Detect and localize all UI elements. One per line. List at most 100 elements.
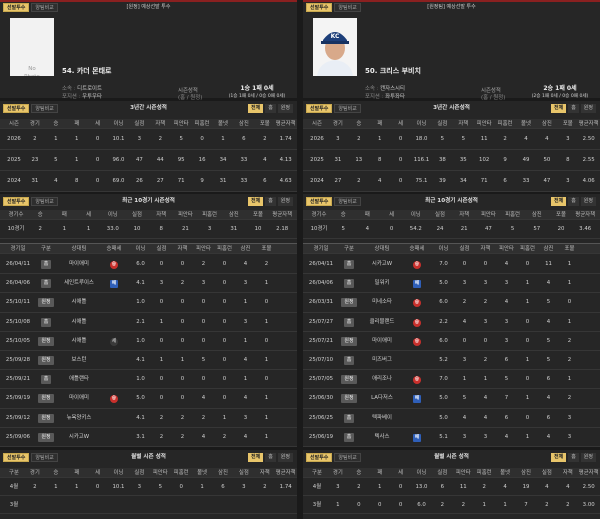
opponent-team[interactable]: 시애틀 xyxy=(71,337,87,344)
table-cell: 0 xyxy=(398,178,403,184)
game-log-row[interactable]: 26/04/06 홈 밀워키 패 5.0 3 3 3 1 4 1 xyxy=(303,274,600,294)
opponent-team[interactable]: 시카고W xyxy=(371,261,393,267)
filter-away[interactable]: 원정 xyxy=(277,104,293,113)
table-cell: 3 xyxy=(504,318,509,325)
table-cell: 2.50 xyxy=(582,136,595,142)
game-log-row[interactable]: 25/07/21 원정 마이애미 승 6.0 0 0 3 0 5 2 xyxy=(303,332,600,351)
tab-starting-pitcher[interactable]: 선발투수 xyxy=(306,104,333,113)
filter-all[interactable]: 전체 xyxy=(247,453,264,462)
table-cell: 11 xyxy=(480,136,488,142)
table-cell: 6 xyxy=(263,178,267,184)
game-log-row[interactable]: 26/03/31 원정 미네소타 승 6.0 2 2 4 1 5 0 xyxy=(303,293,600,313)
opponent-team[interactable]: 시애틀 xyxy=(71,318,87,325)
game-log-row[interactable]: 25/09/12 원정 뉴욕양키스 4.1 2 2 2 1 3 1 xyxy=(0,409,297,428)
game-log-row[interactable]: 25/09/21 홈 애틀랜타 1.0 0 0 0 0 1 0 xyxy=(0,370,297,390)
opponent-team[interactable]: 마이애미 xyxy=(69,395,89,402)
opponent-team[interactable]: 애틀랜타 xyxy=(69,376,89,383)
opponent-team[interactable]: 보스턴 xyxy=(71,357,87,363)
opponent-team[interactable]: 미네소타 xyxy=(372,299,392,306)
tab-team-compare[interactable]: 양팀비교 xyxy=(31,3,58,12)
table-cell: 27 xyxy=(334,178,342,184)
game-log-row[interactable]: 25/07/10 홈 미즈버그 5.2 3 2 6 1 5 2 xyxy=(303,351,600,371)
game-log-row[interactable]: 25/10/11 원정 시애틀 1.0 0 0 0 0 1 0 xyxy=(0,293,297,313)
table-cell: 1 xyxy=(264,395,269,402)
filter-home[interactable]: 홈 xyxy=(265,453,276,462)
tab-starting-pitcher[interactable]: 선발투수 xyxy=(3,3,30,12)
table-cell: 1 xyxy=(222,414,227,421)
tab-team-compare[interactable]: 양팀비교 xyxy=(31,453,58,462)
game-log-row[interactable]: 26/04/11 홈 마이애미 승 6.0 0 0 2 0 4 2 xyxy=(0,255,297,275)
opponent-team[interactable]: 마이애미 xyxy=(69,261,89,267)
game-log-row[interactable]: 25/09/28 원정 보스턴 4.1 1 1 5 0 4 1 xyxy=(0,351,297,371)
table-cell: 1 xyxy=(525,433,530,440)
tab-starting-pitcher[interactable]: 선발투수 xyxy=(306,197,333,206)
filter-all[interactable]: 전체 xyxy=(550,104,567,113)
filter-all[interactable]: 전체 xyxy=(247,104,264,113)
tab-starting-pitcher[interactable]: 선발투수 xyxy=(3,104,30,113)
tab-team-compare[interactable]: 양팀비교 xyxy=(334,104,361,113)
no-photo-text: Photo xyxy=(10,48,54,76)
tab-team-compare[interactable]: 양팀비교 xyxy=(31,197,58,206)
column-header: 삼진 xyxy=(521,470,531,476)
home-away-badge: 홈 xyxy=(343,356,355,365)
home-away-cell: 원정 xyxy=(337,389,361,408)
filter-away[interactable]: 원정 xyxy=(277,197,293,206)
game-log-row[interactable]: 25/09/06 원정 시카고W 3.1 2 2 4 2 4 1 xyxy=(0,428,297,447)
table-cell: 1 xyxy=(377,484,382,490)
game-log-row[interactable]: 25/06/25 홈 텍파베이 5.0 4 4 6 0 6 3 xyxy=(303,409,600,428)
opponent-team[interactable]: 밀워키 xyxy=(374,280,390,287)
game-log-row[interactable]: 25/07/27 홈 클리블랜드 승 2.2 4 3 3 0 4 1 xyxy=(303,313,600,332)
filter-home[interactable]: 홈 xyxy=(568,453,579,462)
game-log-row[interactable]: 26/04/11 홈 시카고W 승 7.0 0 0 4 0 11 1 xyxy=(303,255,600,275)
opponent-team[interactable]: 뉴욕양키스 xyxy=(66,414,92,421)
opponent-team[interactable]: 시애틀 xyxy=(71,299,87,306)
game-log-row[interactable]: 25/06/19 홈 텍사스 패 5.1 3 3 4 1 4 3 xyxy=(303,428,600,447)
tab-team-compare[interactable]: 양팀비교 xyxy=(334,453,361,462)
opponent-team[interactable]: 세인트루이스 xyxy=(64,280,94,287)
table-cell: 1 xyxy=(377,136,382,142)
filter-all[interactable]: 전체 xyxy=(550,453,567,462)
filter-away[interactable]: 원정 xyxy=(580,197,596,206)
opponent-team[interactable]: 텍파베이 xyxy=(372,414,392,421)
game-log-row[interactable]: 25/07/05 원정 애리조나 승 7.0 1 1 5 0 6 1 xyxy=(303,370,600,390)
table-cell: 18.0 xyxy=(415,136,428,142)
tab-starting-pitcher[interactable]: 선발투수 xyxy=(3,197,30,206)
filter-home[interactable]: 홈 xyxy=(568,197,579,206)
game-log-row[interactable]: 25/10/08 홈 시애틀 2.1 1 0 0 0 3 1 xyxy=(0,313,297,332)
column-header: 승 xyxy=(356,121,362,127)
filter-home[interactable]: 홈 xyxy=(568,104,579,113)
filter-home[interactable]: 홈 xyxy=(265,197,276,206)
table-cell: 2 xyxy=(201,261,206,267)
table-cell: 7 xyxy=(524,502,528,508)
game-log-row[interactable]: 25/09/19 원정 마이애미 승 5.0 0 0 4 0 4 1 xyxy=(0,389,297,409)
tab-team-compare[interactable]: 양팀비교 xyxy=(334,197,361,206)
filter-all[interactable]: 전체 xyxy=(550,197,567,206)
game-log-row[interactable]: 25/06/30 원정 LA다저스 패 5.0 5 4 7 1 4 2 xyxy=(303,389,600,409)
game-log-row[interactable]: 26/04/06 홈 세인트루이스 패 4.1 3 2 3 0 3 1 xyxy=(0,274,297,294)
table-cell: 4.06 xyxy=(582,178,595,184)
opponent-team[interactable]: LA다저스 xyxy=(371,395,393,402)
filter-away[interactable]: 원정 xyxy=(580,453,596,462)
filter-away[interactable]: 원정 xyxy=(580,104,596,113)
game-log-row[interactable]: 25/10/05 원정 시애틀 세 1.0 0 0 0 0 1 0 xyxy=(0,332,297,351)
opponent-team[interactable]: 시카고W xyxy=(68,433,90,440)
filter-home[interactable]: 홈 xyxy=(265,104,276,113)
table-cell: 6 xyxy=(242,136,246,142)
opponent-team[interactable]: 미즈버그 xyxy=(372,357,392,363)
tab-starting-pitcher[interactable]: 선발투수 xyxy=(306,453,333,462)
table-cell: 31 xyxy=(230,226,238,232)
tab-team-compare[interactable]: 양팀비교 xyxy=(334,3,361,12)
filter-all[interactable]: 전체 xyxy=(247,197,264,206)
opponent-team[interactable]: 텍사스 xyxy=(374,433,390,440)
table-cell: 4 xyxy=(243,395,248,402)
opponent-team[interactable]: 마이애미 xyxy=(372,337,392,344)
filter-away[interactable]: 원정 xyxy=(277,453,293,462)
opponent-team[interactable]: 클리블랜드 xyxy=(369,318,395,325)
tab-starting-pitcher[interactable]: 선발투수 xyxy=(3,453,30,462)
opponent-team[interactable]: 애리조나 xyxy=(372,376,392,383)
table-cell: 0 xyxy=(95,136,100,142)
table-cell: 6 xyxy=(546,414,551,421)
tab-starting-pitcher[interactable]: 선발투수 xyxy=(306,3,333,12)
month-row: 3월 1 0 0 0 6.0 2 2 1 1 7 2 2 3.00 xyxy=(303,496,600,514)
tab-team-compare[interactable]: 양팀비교 xyxy=(31,104,58,113)
